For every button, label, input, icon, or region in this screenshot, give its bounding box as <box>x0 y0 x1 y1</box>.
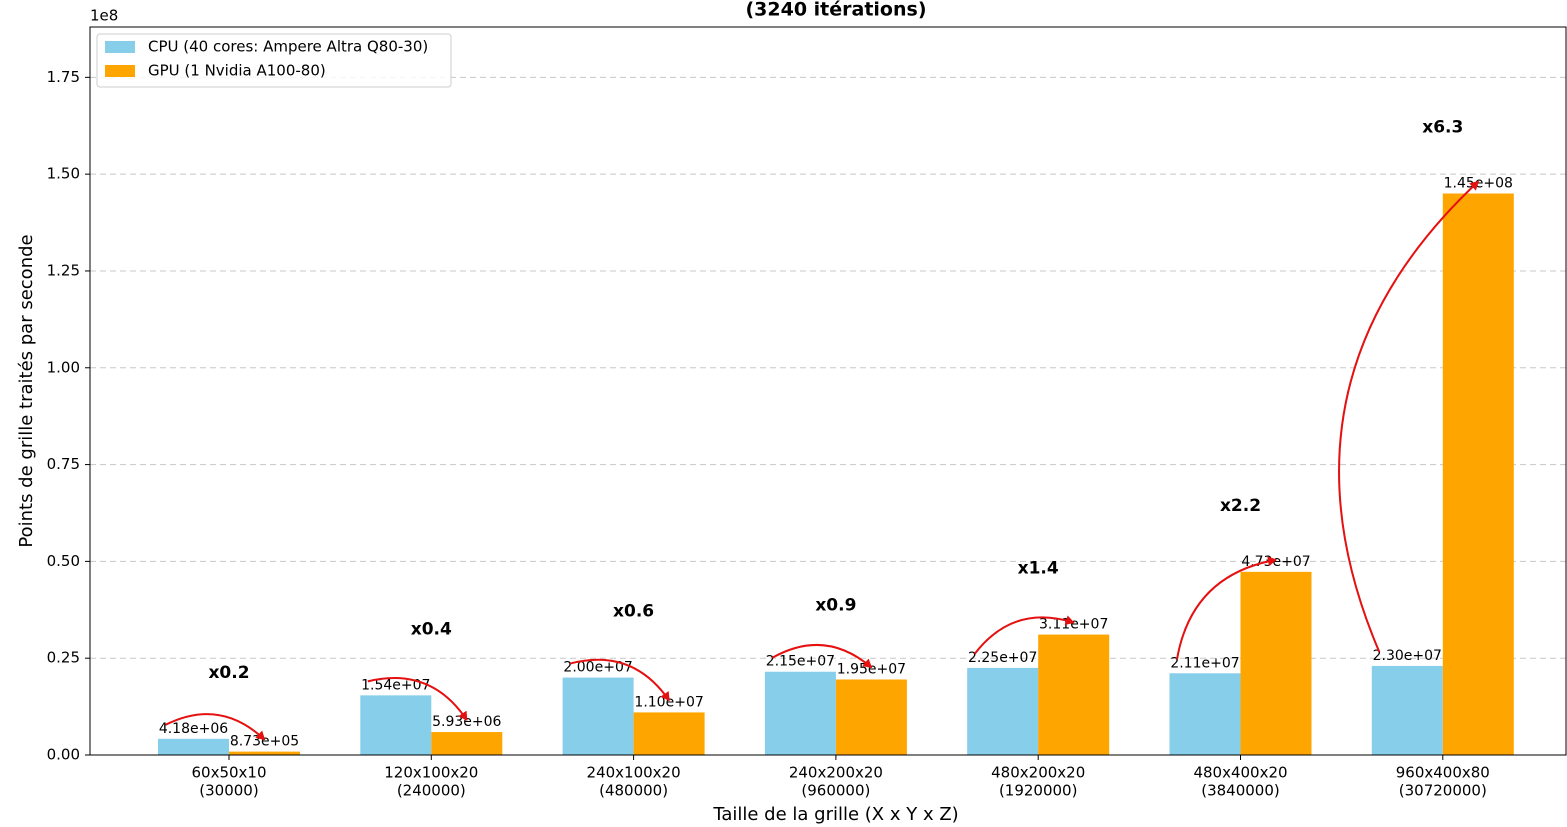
bar <box>1371 665 1443 755</box>
x-tick-label: (3840000) <box>1201 782 1280 800</box>
y-offset-label: 1e8 <box>90 7 118 25</box>
legend-swatch <box>105 41 135 53</box>
bar <box>360 695 432 755</box>
value-label: 1.95e+07 <box>837 661 906 677</box>
legend-box <box>96 33 452 88</box>
x-tick-label: (30000) <box>199 782 258 800</box>
bar <box>229 751 300 755</box>
value-label: 1.54e+07 <box>361 677 430 693</box>
value-label: 4.73e+07 <box>1241 554 1310 570</box>
y-tick-label: 1.75 <box>47 68 80 86</box>
speedup-arrow <box>973 615 1075 655</box>
legend-swatch <box>105 65 135 77</box>
bar <box>1442 193 1514 756</box>
y-tick-label: 0.00 <box>47 746 80 764</box>
value-label: 3.11e+07 <box>1039 617 1108 633</box>
y-tick-label: 1.25 <box>47 261 80 279</box>
value-label: 8.73e+05 <box>230 734 299 750</box>
value-label: 1.10e+07 <box>634 694 703 710</box>
speedup-arrow <box>1338 180 1480 653</box>
speedup-label: x0.6 <box>613 602 654 622</box>
speedup-label: x6.3 <box>1422 118 1463 138</box>
bar <box>835 679 907 755</box>
x-tick-label: 120x100x20 <box>384 764 478 782</box>
bar <box>633 712 705 755</box>
value-label: 4.18e+06 <box>159 721 228 737</box>
bar <box>1240 571 1312 755</box>
value-label: 2.30e+07 <box>1373 648 1442 664</box>
x-tick-label: (30720000) <box>1399 782 1487 800</box>
bar <box>431 732 503 755</box>
x-tick-label: (480000) <box>599 782 668 800</box>
bar <box>1038 634 1110 755</box>
x-tick-label: (1920000) <box>999 782 1078 800</box>
x-axis-label: Taille de la grille (X x Y x Z) <box>712 804 958 825</box>
y-tick-label: 1.50 <box>47 165 80 183</box>
bar <box>1169 673 1241 755</box>
bar <box>967 667 1039 755</box>
value-label: 2.15e+07 <box>766 654 835 670</box>
x-tick-label: 240x200x20 <box>789 764 883 782</box>
plot-frame <box>89 26 1567 756</box>
bar <box>562 677 634 755</box>
y-tick-label: 0.75 <box>47 455 80 473</box>
speedup-arrow <box>367 677 468 721</box>
x-tick-label: 240x100x20 <box>587 764 681 782</box>
chart-title: (3240 itérations) <box>745 0 926 21</box>
legend-label: CPU (40 cores: Ampere Altra Q80-30) <box>148 38 428 56</box>
speedup-arrow <box>569 658 670 702</box>
y-tick-label: 0.25 <box>47 649 80 667</box>
x-tick-label: 60x50x10 <box>191 764 266 782</box>
legend: CPU (40 cores: Ampere Altra Q80-30) GPU (… <box>96 33 452 88</box>
speedup-label: x1.4 <box>1018 559 1059 579</box>
value-label: 2.11e+07 <box>1170 655 1239 671</box>
y-tick-label: 0.50 <box>47 552 80 570</box>
value-label: 1.45e+08 <box>1444 176 1513 192</box>
x-tick-label: (240000) <box>397 782 466 800</box>
value-label: 2.25e+07 <box>968 650 1037 666</box>
speedup-label: x0.2 <box>208 663 249 683</box>
x-tick-label: 480x200x20 <box>991 764 1085 782</box>
speedup-arrow <box>771 643 873 669</box>
bar <box>764 671 836 755</box>
legend-label: GPU (1 Nvidia A100-80) <box>148 62 326 80</box>
speedup-arrow <box>165 713 266 741</box>
speedup-arrow <box>1176 556 1277 660</box>
value-label: 2.00e+07 <box>563 660 632 676</box>
speedup-label: x0.4 <box>411 619 452 639</box>
speedup-label: x0.9 <box>815 596 856 616</box>
x-tick-label: 960x400x80 <box>1396 764 1490 782</box>
bar <box>158 738 229 755</box>
speedup-label: x2.2 <box>1220 496 1261 516</box>
value-label: 5.93e+06 <box>432 714 501 730</box>
x-tick-label: (960000) <box>801 782 870 800</box>
x-tick-label: 480x400x20 <box>1193 764 1287 782</box>
y-axis-label: Points de grille traités par seconde <box>16 234 37 547</box>
y-tick-label: 1.00 <box>47 358 80 376</box>
